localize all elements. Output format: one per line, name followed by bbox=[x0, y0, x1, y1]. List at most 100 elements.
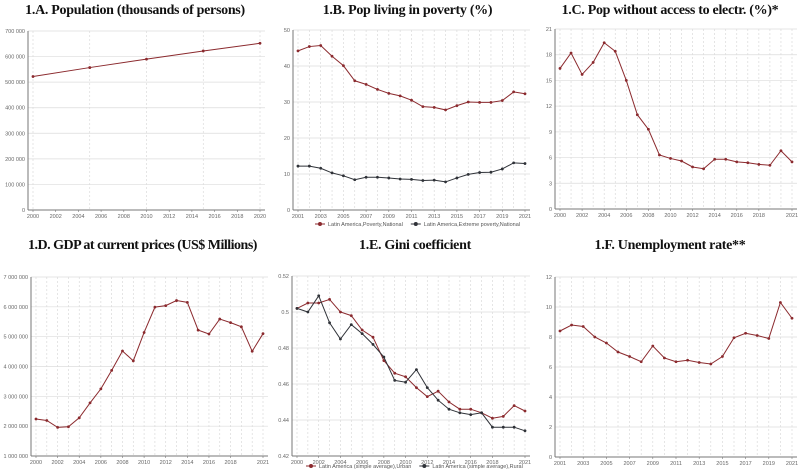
data-point bbox=[330, 171, 334, 175]
data-point bbox=[250, 349, 254, 353]
x-tick-label: 2006 bbox=[356, 460, 368, 466]
data-point bbox=[713, 157, 717, 161]
chart-e: 0.42 0.44 0.46 0.48 0.5 0.52 2000 2002 2004 2006 2… bbox=[278, 274, 531, 470]
legend-marker bbox=[422, 464, 427, 468]
y-tick-label: 12 bbox=[546, 104, 552, 110]
data-point bbox=[663, 356, 666, 360]
x-tick-label: 2016 bbox=[208, 214, 220, 220]
data-point bbox=[436, 398, 440, 402]
data-point bbox=[319, 44, 323, 47]
x-tick-label: 2009 bbox=[383, 214, 395, 220]
data-point bbox=[512, 425, 516, 429]
data-point bbox=[523, 162, 527, 165]
x-tick-label: 2021 bbox=[786, 213, 798, 219]
x-tick-label: 2020 bbox=[254, 214, 266, 220]
data-point bbox=[121, 349, 124, 353]
x-tick-label: 2011 bbox=[406, 214, 418, 220]
y-tick-label: 40 bbox=[284, 64, 290, 70]
data-point bbox=[602, 41, 606, 45]
data-point bbox=[307, 164, 311, 168]
x-tick-label: 2021 bbox=[257, 460, 269, 466]
data-point bbox=[669, 157, 672, 160]
data-point bbox=[500, 99, 504, 102]
legend-label: Latin America,Poverty,National bbox=[328, 222, 403, 228]
data-point bbox=[306, 301, 310, 305]
y-tick-label: 50 bbox=[284, 28, 290, 34]
data-point bbox=[307, 45, 311, 48]
x-tick-label: 2007 bbox=[360, 214, 372, 220]
data-point bbox=[201, 49, 205, 53]
data-point bbox=[261, 332, 265, 336]
data-point bbox=[746, 161, 750, 165]
y-tick-label: 9 bbox=[549, 130, 552, 136]
data-point bbox=[605, 341, 608, 345]
data-point bbox=[593, 335, 597, 339]
data-point bbox=[229, 321, 232, 325]
x-tick-label: 2012 bbox=[160, 460, 172, 466]
data-point bbox=[432, 106, 436, 109]
data-point bbox=[455, 176, 459, 180]
data-point bbox=[31, 75, 35, 78]
y-tick-label: 30 bbox=[284, 100, 290, 106]
data-point bbox=[175, 299, 178, 302]
data-point bbox=[512, 90, 516, 94]
data-point bbox=[732, 336, 736, 340]
x-tick-label: 2001 bbox=[292, 214, 304, 220]
x-tick-label: 2014 bbox=[709, 213, 721, 219]
data-point bbox=[371, 343, 375, 346]
x-tick-label: 2008 bbox=[118, 214, 130, 220]
y-tick-label: 400 000 bbox=[5, 106, 25, 112]
data-point bbox=[523, 92, 527, 96]
y-tick-label: 6 000 000 bbox=[4, 305, 28, 311]
data-point bbox=[376, 88, 379, 91]
y-tick-label: 200 000 bbox=[5, 157, 25, 163]
x-tick-label: 2008 bbox=[642, 213, 654, 219]
data-point bbox=[639, 360, 643, 364]
data-point bbox=[296, 164, 300, 168]
data-point bbox=[77, 416, 81, 420]
x-tick-label: 2003 bbox=[577, 461, 589, 467]
data-point bbox=[131, 359, 135, 363]
data-point bbox=[404, 375, 407, 379]
data-point bbox=[196, 328, 200, 332]
data-point bbox=[317, 301, 321, 305]
x-tick-label: 2021 bbox=[519, 214, 531, 220]
data-point bbox=[330, 54, 334, 58]
y-tick-label: 7 000 000 bbox=[4, 275, 28, 281]
chart-a: 0 100 000 200 000 300 000 400 000 500 000 600 … bbox=[5, 29, 266, 220]
y-tick-label: 0.5 bbox=[281, 310, 289, 316]
y-tick-label: 500 000 bbox=[5, 80, 25, 86]
data-point bbox=[569, 51, 573, 55]
data-point bbox=[757, 163, 761, 166]
data-point bbox=[421, 179, 425, 182]
x-tick-label: 2002 bbox=[576, 213, 588, 219]
x-tick-label: 2014 bbox=[186, 214, 198, 220]
x-tick-label: 2012 bbox=[163, 214, 175, 220]
data-point bbox=[88, 66, 92, 69]
data-point bbox=[501, 415, 505, 418]
data-point bbox=[616, 350, 620, 354]
data-point bbox=[398, 94, 402, 98]
chart-c: 0 3 6 9 12 15 18 21 2000 2002 2004 2006 2008 2010 2012… bbox=[546, 27, 798, 219]
data-point bbox=[99, 387, 103, 391]
data-point bbox=[480, 411, 483, 415]
data-point bbox=[686, 358, 689, 362]
x-tick-label: 2018 bbox=[224, 460, 236, 466]
data-point bbox=[469, 413, 473, 416]
y-tick-label: 0.42 bbox=[278, 454, 289, 460]
data-point bbox=[691, 165, 694, 169]
data-point bbox=[295, 307, 299, 310]
data-point bbox=[353, 79, 357, 83]
data-point bbox=[360, 328, 364, 332]
data-point bbox=[393, 379, 397, 382]
legend-marker bbox=[413, 222, 418, 226]
x-tick-label: 2002 bbox=[50, 214, 62, 220]
data-point bbox=[258, 41, 262, 45]
y-tick-label: 5 000 000 bbox=[4, 335, 28, 341]
data-point bbox=[142, 331, 146, 334]
data-point bbox=[239, 325, 243, 329]
x-tick-label: 2019 bbox=[496, 214, 508, 220]
data-point bbox=[709, 362, 713, 366]
data-point bbox=[447, 407, 451, 411]
